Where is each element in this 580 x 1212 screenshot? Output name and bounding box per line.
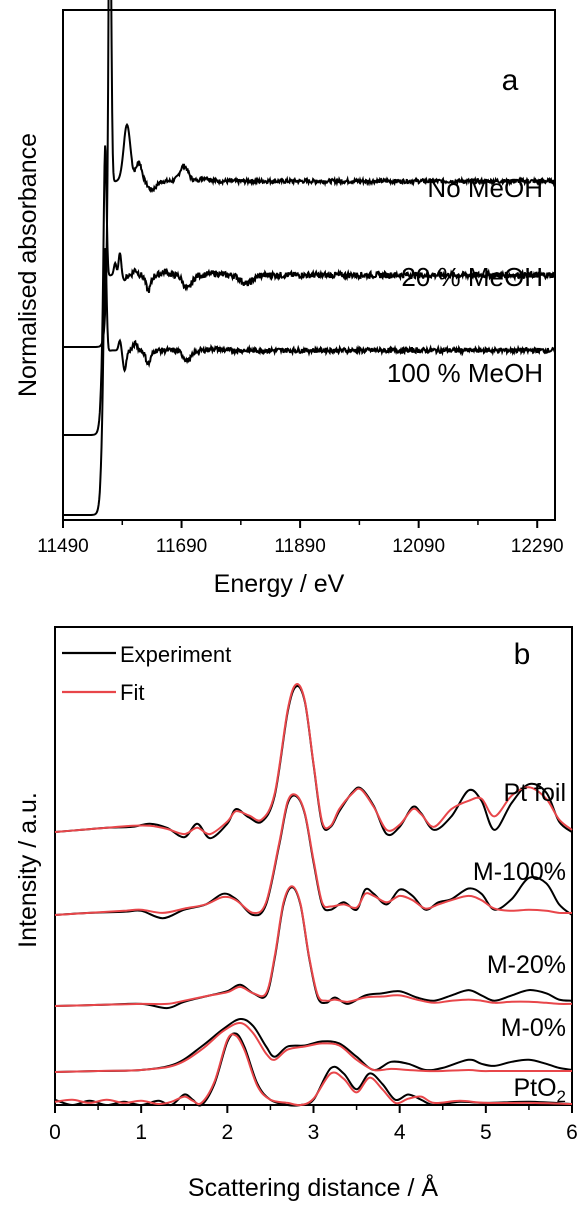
panel-b-x-axis-label: Scattering distance / Å [188,1172,438,1202]
sample-label: M-0% [501,1014,566,1042]
series-label: No MeOH [427,173,543,203]
panel-a-x-tick-label: 11690 [156,536,207,557]
series-label: 100 % MeOH [387,358,543,388]
fit-line [54,793,573,916]
legend-label-experiment: Experiment [120,642,231,667]
panel-a-curves [63,0,556,516]
panel-a-x-tick-label: 11890 [274,536,325,557]
panel-b-curves [54,683,573,1107]
fit-line [54,683,573,836]
sample-label-text: Pt foil [503,779,566,807]
panel-b-x-ticks: 0 1 2 3 4 5 6 [49,1105,578,1144]
spectrum-line [63,145,556,436]
sample-label-subscript: 2 [557,1087,566,1106]
panel-a-x-tick-label: 12290 [511,536,564,557]
legend-label-fit: Fit [120,680,144,705]
sample-label: Pt foil [503,779,566,807]
panel-b-y-axis-label: Intensity / a.u. [14,792,42,948]
spectrum-line [63,247,556,516]
fit-line [54,1022,572,1073]
experiment-line [54,886,573,1010]
sample-label-text: M-0% [501,1014,566,1042]
panel-b-x-tick-label: 3 [308,1121,320,1144]
sample-label: M-20% [487,951,566,979]
sample-label-text: PtO [513,1074,556,1102]
panel-a-x-axis-label: Energy / eV [214,570,345,598]
panel-b-label: b [514,638,531,671]
panel-a-frame [62,9,556,521]
sample-label-text: M-100% [473,858,566,886]
panel-b-x-tick-label: 4 [394,1121,406,1144]
legend: Experiment Fit [62,642,231,705]
series-label: 20 % MeOH [401,262,543,292]
panel-a-label: a [502,64,519,97]
sample-label: PtO2 [513,1074,566,1106]
panel-b-x-tick-label: 6 [566,1121,578,1144]
panel-a-series-labels: No MeOH 20 % MeOH 100 % MeOH [387,173,543,388]
panel-b: b Experiment Fit 0 1 2 3 4 5 6 Pt foil M-100% M-… [14,626,578,1202]
sample-label-text: M-20% [487,951,566,979]
panel-a-x-ticks: 11490 11690 11890 12090 12290 [37,520,564,557]
panel-b-x-tick-label: 1 [135,1121,147,1144]
panel-a: a 11490 11690 11890 12090 12290 No MeOH 20 % … [14,0,564,598]
fit-line [54,1033,573,1107]
panel-b-x-tick-label: 5 [480,1121,492,1144]
panel-b-sample-labels: Pt foil M-100% M-20% M-0% PtO2 [473,779,566,1106]
panel-b-x-tick-label: 0 [49,1121,61,1144]
sample-label: M-100% [473,858,566,886]
panel-a-x-tick-label: 11490 [37,536,88,557]
panel-a-y-axis-label: Normalised absorbance [14,133,42,397]
fit-line [54,885,573,1007]
experiment-line [54,1017,573,1073]
panel-a-x-tick-label: 12090 [392,536,445,557]
panel-b-x-tick-label: 2 [221,1121,233,1144]
spectrum-line [63,0,556,348]
